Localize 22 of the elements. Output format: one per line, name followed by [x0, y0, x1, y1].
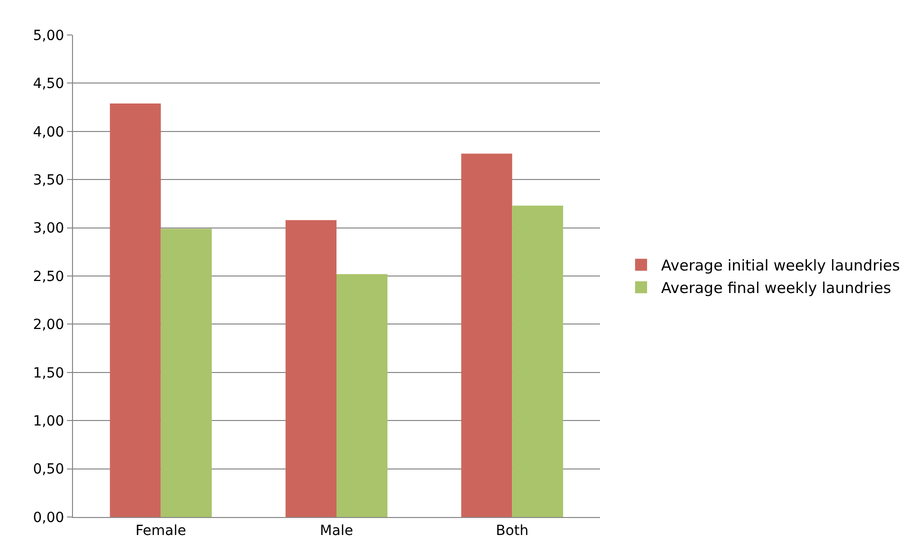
- y-tick-label: 0,50: [33, 462, 64, 478]
- bar: [110, 103, 161, 517]
- legend-label: Average final weekly laundries: [661, 279, 892, 298]
- y-tick-label: 1,50: [33, 365, 64, 382]
- legend-label: Average initial weekly laundries: [661, 256, 900, 275]
- y-tick-label: 5,00: [33, 28, 64, 44]
- bar: [512, 206, 564, 517]
- y-tick-label: 4,50: [33, 76, 64, 92]
- bar: [160, 228, 212, 517]
- x-tick-label: Female: [136, 522, 186, 539]
- bar: [286, 220, 336, 517]
- y-tick-label: 2,00: [33, 317, 64, 334]
- y-tick-label: 4,00: [33, 124, 64, 140]
- x-tick-label: Both: [496, 522, 528, 539]
- y-tick-label: 1,00: [33, 414, 64, 430]
- y-tick-label: 0,00: [33, 510, 64, 526]
- bar: [336, 274, 388, 517]
- y-tick-label: 2,50: [33, 268, 64, 285]
- y-tick-label: 3,00: [33, 220, 64, 237]
- bar: [461, 154, 512, 517]
- x-tick-label: Male: [320, 522, 354, 539]
- y-tick-label: 3,50: [33, 172, 64, 188]
